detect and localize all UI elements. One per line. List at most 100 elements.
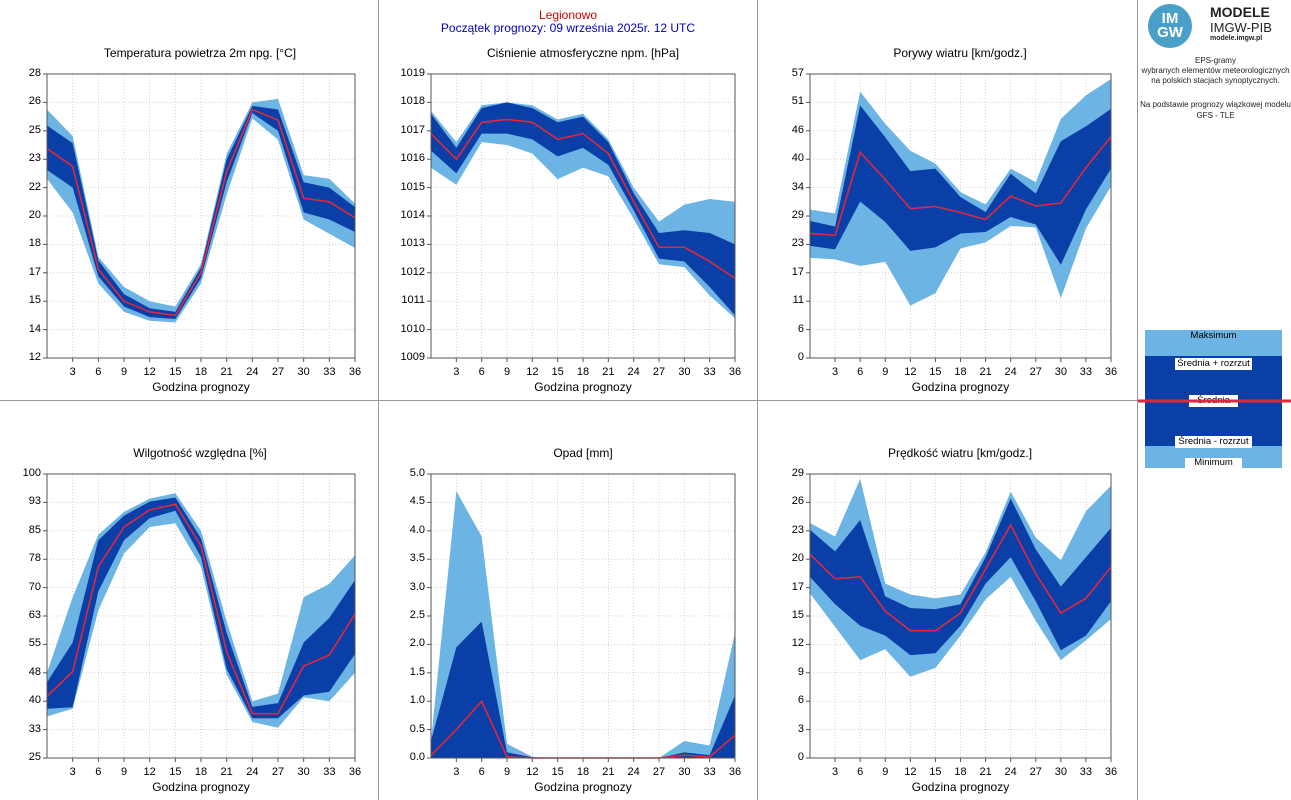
y-tick-label-precipitation: 4.5 bbox=[409, 495, 425, 508]
y-tick-label-precipitation: 2.5 bbox=[409, 609, 425, 621]
x-tick-label-pressure: 27 bbox=[652, 366, 666, 378]
x-tick-label-precipitation: 18 bbox=[576, 766, 590, 778]
x-tick-label-precipitation: 27 bbox=[652, 766, 666, 778]
x-tick-label-gusts: 3 bbox=[832, 366, 839, 378]
y-tick-label-pressure: 1013 bbox=[400, 237, 425, 250]
logo-line1: MODELE bbox=[1210, 4, 1270, 20]
x-tick-label-precipitation: 33 bbox=[703, 766, 716, 778]
x-tick-label-gusts: 21 bbox=[979, 366, 992, 378]
y-tick-label-gusts: 29 bbox=[791, 209, 804, 221]
x-tick-label-precipitation: 6 bbox=[478, 766, 485, 778]
legend-mean-line bbox=[1138, 399, 1291, 403]
mean-line-temperature bbox=[46, 108, 356, 317]
y-tick-label-temperature: 14 bbox=[28, 322, 41, 335]
legend-outer-top bbox=[1145, 330, 1282, 356]
band-inner-gusts bbox=[810, 105, 1111, 265]
y-tick-label-wind: 9 bbox=[797, 665, 804, 678]
x-tick-label-humidity: 15 bbox=[169, 766, 182, 778]
forecast-start: Początek prognozy: 09 września 2025r. 12… bbox=[440, 21, 696, 35]
y-tick-label-humidity: 40 bbox=[28, 694, 41, 707]
x-tick-label-humidity: 27 bbox=[271, 766, 285, 778]
y-tick-label-gusts: 17 bbox=[791, 265, 804, 278]
x-tick-label-humidity: 6 bbox=[95, 766, 102, 778]
x-tick-label-wind: 15 bbox=[929, 766, 942, 778]
x-tick-label-pressure: 9 bbox=[503, 366, 511, 378]
y-tick-label-pressure: 1017 bbox=[400, 123, 425, 136]
chart-pressure bbox=[427, 73, 736, 362]
chart-title-humidity: Wilgotność względna [%] bbox=[133, 446, 267, 460]
logo-url: modele.imgw.pl bbox=[1210, 35, 1263, 42]
legend-outer-bottom bbox=[1145, 446, 1282, 468]
x-tick-label-temperature: 9 bbox=[120, 366, 128, 378]
band-inner-humidity bbox=[47, 497, 355, 719]
y-tick-label-pressure: 1016 bbox=[400, 152, 425, 165]
y-tick-label-temperature: 20 bbox=[28, 209, 41, 221]
note-line3: na polskich stacjach synoptycznych. bbox=[1151, 76, 1280, 85]
x-tick-label-precipitation: 3 bbox=[453, 766, 460, 778]
band-outer-gusts bbox=[810, 78, 1111, 306]
y-tick-label-pressure: 1015 bbox=[400, 180, 425, 193]
x-tick-label-gusts: 24 bbox=[1004, 366, 1017, 378]
band-outer-pressure bbox=[431, 102, 735, 319]
x-tick-label-temperature: 18 bbox=[194, 366, 208, 378]
y-tick-label-precipitation: 1.0 bbox=[409, 694, 425, 707]
chart-gusts bbox=[806, 73, 1112, 362]
logo-line2: IMGW-PIB bbox=[1210, 20, 1272, 35]
mean-line-gusts bbox=[809, 136, 1112, 237]
y-tick-label-wind: 17 bbox=[791, 580, 804, 593]
chart-title-wind: Prędkość wiatru [km/godz.] bbox=[887, 446, 1033, 460]
y-tick-label-pressure: 1009 bbox=[400, 351, 425, 363]
x-tick-label-temperature: 27 bbox=[271, 366, 285, 378]
note-line1: EPS-gramy bbox=[1195, 56, 1236, 65]
x-tick-label-wind: 30 bbox=[1054, 766, 1067, 778]
chart-title-pressure: Ciśnienie atmosferyczne npm. [hPa] bbox=[486, 46, 680, 60]
x-tick-label-humidity: 9 bbox=[120, 766, 128, 778]
chart-wind bbox=[806, 473, 1112, 762]
station-name: Legionowo bbox=[538, 8, 598, 22]
x-tick-label-pressure: 12 bbox=[526, 366, 539, 378]
x-tick-label-pressure: 30 bbox=[678, 366, 691, 378]
legend-max: Maksimum bbox=[1190, 330, 1237, 341]
x-tick-label-wind: 9 bbox=[882, 766, 889, 778]
x-tick-label-precipitation: 21 bbox=[602, 766, 615, 778]
x-axis-label-gusts: Godzina prognozy bbox=[911, 380, 1010, 394]
y-tick-label-humidity: 93 bbox=[28, 495, 41, 508]
x-tick-label-humidity: 24 bbox=[246, 766, 259, 778]
x-tick-label-humidity: 33 bbox=[323, 766, 336, 778]
y-tick-label-precipitation: 5.0 bbox=[409, 467, 425, 479]
x-tick-label-wind: 24 bbox=[1004, 766, 1017, 778]
imgw-logo: IM GW MODELE IMGW-PIB modele.imgw.pl bbox=[1140, 0, 1291, 50]
x-tick-label-wind: 12 bbox=[904, 766, 917, 778]
y-tick-label-wind: 12 bbox=[791, 637, 804, 650]
y-tick-label-gusts: 51 bbox=[791, 95, 804, 108]
x-tick-label-temperature: 24 bbox=[246, 366, 259, 378]
x-tick-label-pressure: 15 bbox=[551, 366, 564, 378]
y-tick-label-pressure: 1011 bbox=[401, 294, 425, 307]
y-tick-label-pressure: 1012 bbox=[400, 265, 425, 278]
y-tick-label-wind: 15 bbox=[791, 609, 804, 621]
band-inner-wind bbox=[810, 498, 1111, 656]
y-tick-label-gusts: 23 bbox=[791, 237, 804, 250]
x-tick-label-temperature: 30 bbox=[297, 366, 310, 378]
x-tick-label-humidity: 3 bbox=[69, 766, 76, 778]
x-tick-label-pressure: 6 bbox=[478, 366, 485, 378]
y-tick-label-precipitation: 0.0 bbox=[409, 751, 425, 763]
y-tick-label-precipitation: 3.0 bbox=[409, 580, 425, 593]
y-tick-label-pressure: 1014 bbox=[400, 209, 425, 221]
x-tick-label-wind: 3 bbox=[832, 766, 839, 778]
x-axis-label-pressure: Godzina prognozy bbox=[534, 380, 632, 394]
chart-title-precipitation: Opad [mm] bbox=[553, 446, 613, 460]
y-tick-label-precipitation: 1.5 bbox=[409, 665, 425, 678]
x-tick-label-precipitation: 9 bbox=[503, 766, 511, 778]
y-tick-label-precipitation: 2.0 bbox=[409, 637, 425, 650]
x-tick-label-humidity: 30 bbox=[297, 766, 310, 778]
y-tick-label-gusts: 34 bbox=[791, 180, 804, 193]
mean-line-pressure bbox=[430, 118, 736, 280]
y-tick-label-humidity: 63 bbox=[28, 609, 41, 621]
y-tick-label-precipitation: 3.5 bbox=[409, 552, 425, 565]
band-inner-temperature bbox=[47, 105, 355, 319]
y-tick-label-gusts: 40 bbox=[791, 152, 804, 165]
x-tick-label-precipitation: 24 bbox=[627, 766, 640, 778]
chart-precipitation bbox=[427, 473, 736, 762]
y-tick-label-humidity: 55 bbox=[28, 637, 41, 650]
